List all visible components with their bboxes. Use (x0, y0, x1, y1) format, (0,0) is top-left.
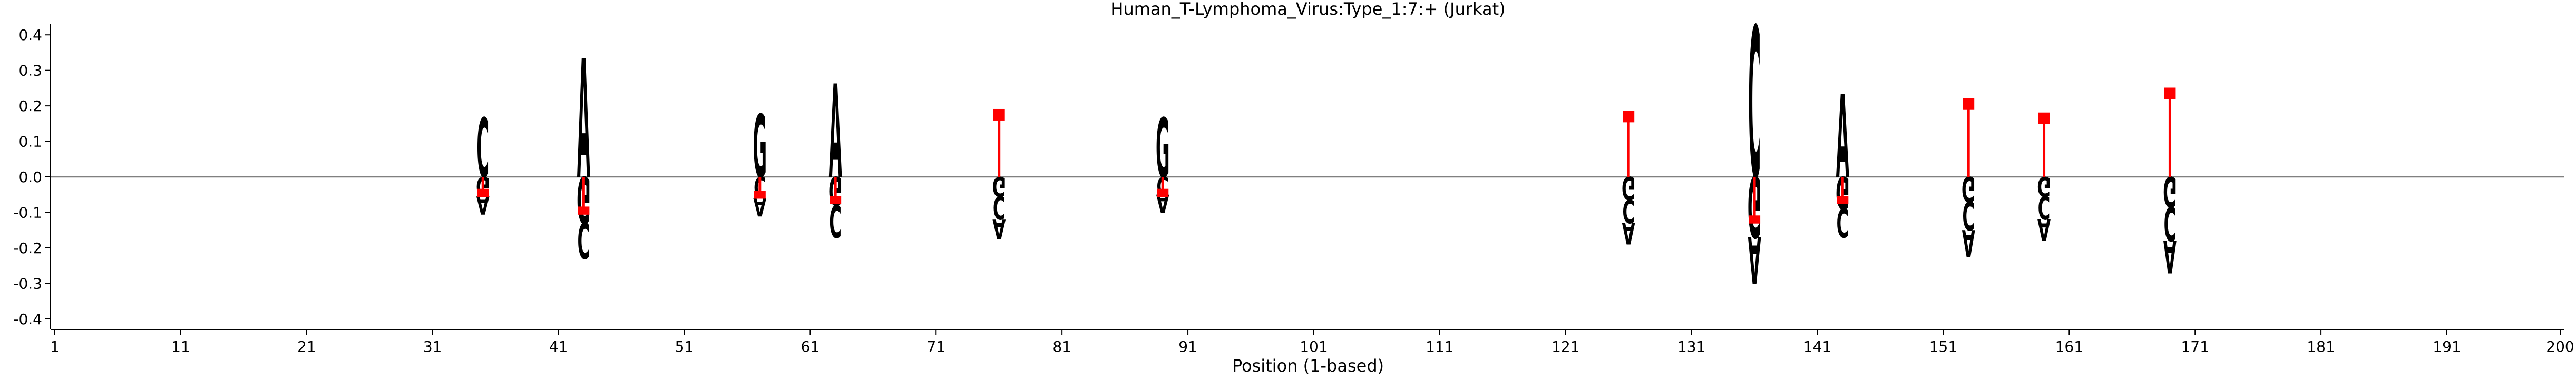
x-tick-label: 141 (1803, 338, 1831, 355)
logo-letter-C: C (2038, 188, 2051, 225)
x-tick-label: 191 (2433, 338, 2461, 355)
x-tick-label: 41 (549, 338, 568, 355)
x-tick-label: 1 (50, 338, 60, 355)
chart-title: Human_T-Lymphoma_Virus:Type_1:7:+ (Jurka… (1110, 0, 1505, 19)
marker-square (2164, 87, 2176, 99)
marker-square (993, 108, 1005, 121)
x-tick-label: 101 (1300, 338, 1328, 355)
logo-letter-A: A (2163, 229, 2177, 281)
x-tick-label: 151 (1929, 338, 1957, 355)
logo-letter-A: A (1622, 216, 1635, 251)
logo-letter-A: A (1748, 222, 1761, 296)
x-tick-label: 181 (2307, 338, 2335, 355)
x-tick-label: 171 (2181, 338, 2209, 355)
y-tick-label: -0.1 (13, 204, 42, 221)
logo-letter-C: C (577, 211, 590, 269)
y-tick-label: 0.1 (18, 133, 42, 151)
y-tick-label: 0.3 (18, 62, 42, 79)
x-tick-label: 91 (1178, 338, 1197, 355)
x-tick-label: 71 (926, 338, 945, 355)
y-tick-label: 0.4 (18, 26, 42, 44)
x-tick-label: 61 (801, 338, 820, 355)
logo-letter-C: C (476, 102, 489, 196)
logo-letter-C: C (2164, 196, 2177, 251)
marker-square (1837, 196, 1849, 204)
x-tick-label: 51 (675, 338, 694, 355)
x-tick-label: 200 (2546, 338, 2574, 355)
marker-square (1157, 188, 1169, 197)
x-tick-label: 21 (297, 338, 316, 355)
y-tick-label: 0.0 (18, 168, 42, 186)
logo-letter-C: C (1836, 199, 1849, 246)
marker-square (1963, 98, 1975, 110)
logo-letter-A: A (1962, 221, 1975, 264)
logo-letter-C: C (1748, 0, 1761, 226)
marker-square (830, 196, 842, 204)
marker-square (1749, 215, 1761, 224)
marker-square (2038, 112, 2050, 124)
y-tick-label: -0.4 (13, 311, 42, 328)
x-tick-label: 131 (1677, 338, 1705, 355)
y-tick-label: -0.3 (13, 275, 42, 292)
x-tick-label: 121 (1552, 338, 1579, 355)
x-axis-label: Position (1-based) (1232, 356, 1384, 376)
marker-square (578, 206, 590, 215)
logo-letter-A: A (2037, 212, 2051, 247)
logo-letter-C: C (1962, 192, 1975, 238)
x-tick-label: 81 (1052, 338, 1071, 355)
marker-square (477, 188, 489, 197)
marker-square (754, 191, 766, 199)
logo-letter-C: C (1622, 192, 1635, 229)
logo-letter-C: C (829, 194, 842, 246)
x-tick-label: 161 (2055, 338, 2083, 355)
plot-area: -0.4-0.3-0.2-0.10.00.10.20.30.41 11 21 31 41… (13, 0, 2574, 355)
logo-letter-A: A (992, 213, 1006, 244)
y-tick-label: -0.2 (13, 239, 42, 257)
x-tick-label: 111 (1426, 338, 1453, 355)
logo-letter-C: C (993, 188, 1006, 225)
y-tick-label: 0.2 (18, 97, 42, 115)
x-tick-label: 11 (171, 338, 190, 355)
marker-square (1623, 111, 1635, 123)
x-tick-label: 31 (423, 338, 442, 355)
